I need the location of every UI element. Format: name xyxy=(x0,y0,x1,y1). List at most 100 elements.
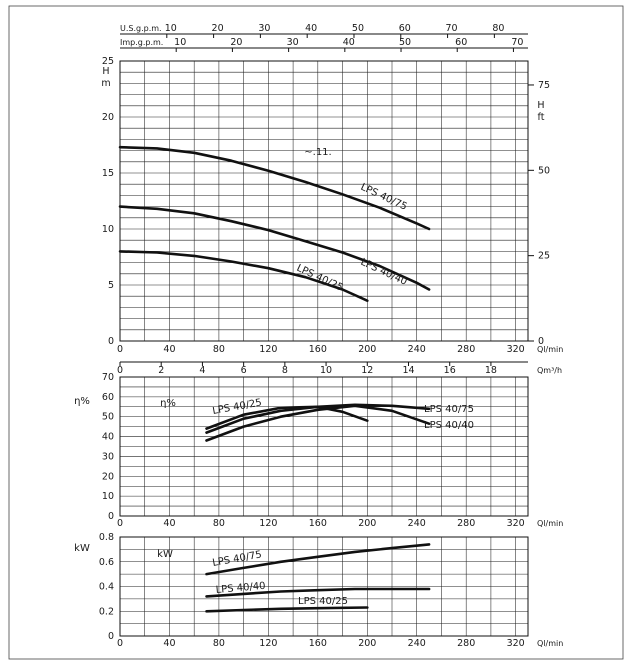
y-tick-label-eff: 0 xyxy=(108,511,114,522)
x-tick-label-power: 120 xyxy=(259,638,277,649)
y-tick-label-eff: 20 xyxy=(102,471,114,482)
x-tick-label-eff: 240 xyxy=(408,518,426,529)
head-curve-lps-40-75 xyxy=(118,145,431,231)
y-tick-label-head: 5 xyxy=(108,280,114,291)
plot-frame xyxy=(119,376,529,517)
x-label-power: Ql/min xyxy=(537,639,563,648)
eff-series-label-40-75: LPS 40/75 xyxy=(424,404,474,415)
x-tick-label-head: 240 xyxy=(408,344,426,355)
x-tick-label-power: 80 xyxy=(213,638,225,649)
y-tick-label-eff: 70 xyxy=(102,372,114,383)
head-annotation: ~.11. xyxy=(304,147,331,158)
power-curve-lps-40-25 xyxy=(205,606,369,613)
y-label-power-inner: kW xyxy=(157,549,173,560)
x2-label-head: Qm³/h xyxy=(537,366,562,375)
y-label-head-left: H xyxy=(102,66,109,77)
power-series-label-40-25: LPS 40/25 xyxy=(298,596,348,607)
head-curve-lps-40-40 xyxy=(118,205,431,291)
top-tick-label-usgpm: 10 xyxy=(165,23,177,34)
x-tick-label-head: 200 xyxy=(358,344,376,355)
head-series-label-40-25: LPS 40/25 xyxy=(295,263,345,294)
plot-frame xyxy=(119,536,529,637)
x-tick-label-head: 40 xyxy=(163,344,175,355)
x-tick-label-power: 280 xyxy=(457,638,475,649)
y-tick-label-head-right: 75 xyxy=(538,80,550,91)
y-tick-label-eff: 50 xyxy=(102,412,114,423)
x2-tick-label-head: 10 xyxy=(320,365,332,376)
x2-tick-label-head: 6 xyxy=(241,365,247,376)
top-tick-label-usgpm: 20 xyxy=(212,23,224,34)
x2-tick-label-head: 2 xyxy=(158,365,164,376)
y-tick-label-head: 10 xyxy=(102,224,114,235)
y-tick-label-head: 20 xyxy=(102,112,114,123)
y-tick-label-eff: 40 xyxy=(102,432,114,443)
y-tick-label-eff: 10 xyxy=(102,491,114,502)
x-tick-label-eff: 320 xyxy=(507,518,525,529)
top-tick-label-impgpm: 70 xyxy=(511,37,523,48)
top-tick-label-usgpm: 60 xyxy=(399,23,411,34)
y-label-head-right: H xyxy=(537,100,544,111)
y-tick-label-power: 0.4 xyxy=(99,582,114,593)
grid-lines xyxy=(119,536,528,637)
x-tick-label-power: 160 xyxy=(309,638,327,649)
top-axis-impgpm-label: Imp.g.p.m. xyxy=(120,38,163,47)
x-label-head: Ql/min xyxy=(537,345,563,354)
x2-tick-label-head: 14 xyxy=(402,365,414,376)
eff-curve-lps-40-25 xyxy=(205,405,369,430)
y-label-head-right-unit: ft xyxy=(538,112,545,123)
y-tick-label-power: 0.8 xyxy=(99,532,114,543)
x-tick-label-power: 200 xyxy=(358,638,376,649)
x-tick-label-power: 40 xyxy=(163,638,175,649)
x-label-eff: Ql/min xyxy=(537,519,563,528)
top-tick-label-usgpm: 70 xyxy=(446,23,458,34)
top-tick-label-usgpm: 50 xyxy=(352,23,364,34)
x2-tick-label-head: 8 xyxy=(282,365,288,376)
y-tick-label-head: 15 xyxy=(102,168,114,179)
x-tick-label-head: 280 xyxy=(457,344,475,355)
top-tick-label-impgpm: 40 xyxy=(343,37,355,48)
grid-lines xyxy=(119,60,528,342)
outer-frame xyxy=(8,5,624,660)
y-tick-label-head-right: 0 xyxy=(538,336,544,347)
x-tick-label-eff: 120 xyxy=(259,518,277,529)
top-axis-usgpm-label: U.S.g.p.m. xyxy=(120,24,162,33)
y-tick-label-head-right: 25 xyxy=(538,251,550,262)
x-tick-label-power: 240 xyxy=(408,638,426,649)
top-tick-label-usgpm: 30 xyxy=(258,23,270,34)
top-tick-label-usgpm: 80 xyxy=(492,23,504,34)
y-tick-label-power: 0 xyxy=(108,631,114,642)
grid-lines xyxy=(119,376,528,517)
top-tick-label-impgpm: 10 xyxy=(174,37,186,48)
power-curve-lps-40-40 xyxy=(205,587,431,598)
power-series-label-40-40: LPS 40/40 xyxy=(215,581,266,596)
eff-curve-lps-40-75 xyxy=(205,403,431,434)
y-tick-label-eff: 60 xyxy=(102,392,114,403)
x-tick-label-power: 0 xyxy=(117,638,123,649)
x-tick-label-head: 160 xyxy=(309,344,327,355)
top-tick-label-usgpm: 40 xyxy=(305,23,317,34)
y-tick-label-power: 0.6 xyxy=(99,557,114,568)
x-tick-label-eff: 200 xyxy=(358,518,376,529)
eff-series-label-40-25: LPS 40/25 xyxy=(212,397,263,417)
plot-frame xyxy=(119,60,529,342)
power-curve-lps-40-75 xyxy=(205,543,431,576)
top-tick-label-impgpm: 60 xyxy=(455,37,467,48)
x2-tick-label-head: 12 xyxy=(361,365,373,376)
y-tick-label-eff: 30 xyxy=(102,451,114,462)
head-series-label-40-40: LPS 40/40 xyxy=(359,257,409,288)
y-label-eff-inner: η% xyxy=(160,398,176,409)
x2-tick-label-head: 4 xyxy=(199,365,205,376)
y-tick-label-head: 25 xyxy=(102,56,114,67)
y-tick-label-head-right: 50 xyxy=(538,165,550,176)
eff-curve-lps-40-40 xyxy=(205,404,431,442)
x-tick-label-eff: 40 xyxy=(163,518,175,529)
x2-tick-label-head: 18 xyxy=(485,365,497,376)
y-tick-label-power: 0.2 xyxy=(99,606,114,617)
x-tick-label-head: 0 xyxy=(117,344,123,355)
head-curve-lps-40-25 xyxy=(118,250,369,302)
x-tick-label-eff: 0 xyxy=(117,518,123,529)
x-tick-label-eff: 280 xyxy=(457,518,475,529)
y-label-eff-left: η% xyxy=(74,396,90,407)
